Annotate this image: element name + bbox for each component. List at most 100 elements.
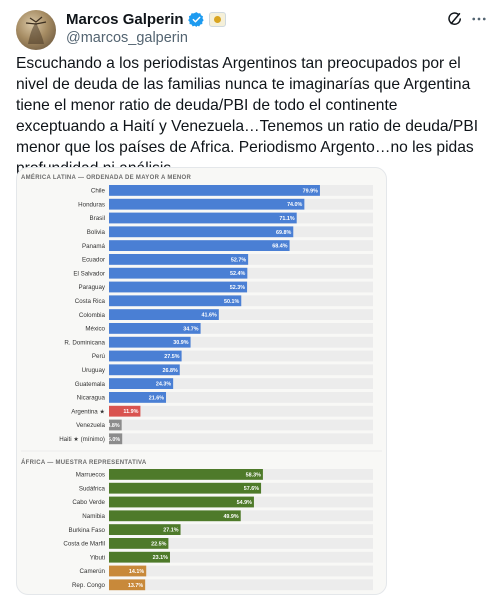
- debt-gdp-chart: AMÉRICA LATINA — ORDENADA DE MAYOR A MEN…: [21, 173, 382, 591]
- bar-africa-cabo-verde: [109, 496, 254, 508]
- category-label-latam-paraguay: Paraguay: [79, 284, 106, 291]
- value-label-latam-mexico: 34.7%: [183, 326, 198, 332]
- category-label-latam-venezuela: Venezuela: [76, 422, 105, 429]
- bar-track-latam-mexico: [109, 323, 373, 334]
- category-label-latam-bolivia: Bolivia: [87, 229, 106, 236]
- value-label-africa-yibuti: 23.1%: [153, 555, 168, 561]
- chart-title-latam: AMÉRICA LATINA — ORDENADA DE MAYOR A MEN…: [21, 173, 192, 181]
- bar-track-latam-uruguay: [109, 364, 373, 376]
- category-label-latam-colombia: Colombia: [79, 312, 106, 319]
- category-label-latam-chile: Chile: [91, 188, 106, 195]
- category-label-latam-brasil: Brasil: [90, 215, 105, 222]
- category-label-latam-haiti-minimo: Haiti ★ (mínimo): [59, 436, 105, 443]
- category-label-latam-nicaragua: Nicaragua: [77, 395, 106, 402]
- tweet-media-chart[interactable]: AMÉRICA LATINA — ORDENADA DE MAYOR A MEN…: [16, 167, 387, 595]
- category-label-latam-peru: Perú: [92, 353, 106, 360]
- value-label-africa-camerun: 14.1%: [129, 569, 144, 575]
- category-label-africa-burkina-faso: Burkina Faso: [69, 527, 106, 534]
- bar-track-latam-venezuela: [109, 419, 373, 431]
- value-label-africa-sudafrica: 57.6%: [244, 486, 259, 492]
- bar-track-latam-argentina: [109, 405, 373, 417]
- verified-badge-icon: [187, 11, 204, 27]
- bar-track-africa-namibia: [109, 510, 373, 522]
- value-label-latam-peru: 27.5%: [164, 354, 179, 360]
- bar-africa-yibuti: [109, 551, 170, 563]
- bar-track-latam-r-dominicana: [109, 336, 373, 348]
- bar-latam-r-dominicana: [109, 336, 191, 348]
- bar-latam-argentina: [109, 405, 141, 417]
- bar-latam-chile: [109, 185, 320, 196]
- value-label-latam-panama: 68.4%: [272, 244, 287, 250]
- bar-latam-panama: [109, 240, 290, 251]
- bar-latam-ecuador: [109, 254, 249, 265]
- bar-latam-peru: [109, 350, 182, 362]
- bar-track-latam-haiti-minimo: [109, 433, 373, 445]
- category-label-latam-costa-rica: Costa Rica: [75, 298, 106, 305]
- bar-africa-marruecos: [109, 469, 263, 480]
- value-label-latam-paraguay: 52.3%: [230, 285, 245, 291]
- bar-latam-colombia: [109, 309, 219, 320]
- bar-latam-mexico: [109, 323, 201, 334]
- author-row: Marcos Galperin: [66, 9, 226, 29]
- value-label-latam-colombia: 41.6%: [202, 313, 217, 319]
- category-label-latam-guatemala: Guatemala: [75, 381, 106, 388]
- bar-track-latam-colombia: [109, 309, 373, 320]
- category-label-latam-panama: Panamá: [82, 243, 106, 250]
- category-label-latam-mexico: México: [85, 326, 105, 333]
- value-label-latam-nicaragua: 21.6%: [149, 395, 164, 401]
- flag-badge-icon: [208, 11, 226, 27]
- bar-latam-haiti-minimo: [109, 433, 123, 445]
- bar-africa-camerun: [109, 565, 147, 577]
- category-label-latam-r-dominicana: R. Dominicana: [64, 339, 105, 346]
- grok-icon[interactable]: [446, 10, 464, 28]
- value-label-latam-costa-rica: 50.1%: [224, 299, 239, 305]
- value-label-latam-honduras: 74.0%: [287, 202, 302, 208]
- bar-latam-nicaragua: [109, 392, 167, 403]
- value-label-africa-cabo-verde: 54.9%: [237, 500, 252, 506]
- category-label-africa-sudafrica: Sudáfrica: [79, 485, 106, 492]
- bar-latam-costa-rica: [109, 295, 242, 307]
- bar-latam-uruguay: [109, 364, 180, 376]
- bar-latam-el-salvador: [109, 267, 248, 279]
- author-name[interactable]: Marcos Galperin: [66, 10, 184, 28]
- value-label-latam-chile: 79.9%: [303, 188, 318, 194]
- value-label-latam-haiti-minimo: 5.0%: [108, 437, 120, 443]
- bar-track-africa-yibuti: [109, 551, 373, 563]
- value-label-africa-namibia: 49.9%: [223, 514, 238, 520]
- bar-africa-rep-congo: [109, 579, 146, 591]
- value-label-latam-argentina: 11.9%: [123, 409, 138, 415]
- value-label-africa-marruecos: 58.3%: [246, 472, 261, 478]
- value-label-africa-rep-congo: 13.7%: [128, 583, 143, 589]
- category-label-latam-ecuador: Ecuador: [82, 257, 105, 264]
- bar-latam-brasil: [109, 212, 297, 224]
- bar-latam-bolivia: [109, 226, 294, 238]
- category-label-africa-rep-congo: Rep. Congo: [72, 582, 106, 589]
- author-handle[interactable]: @marcos_galperin: [66, 30, 188, 46]
- bar-track-latam-nicaragua: [109, 392, 373, 403]
- bar-africa-namibia: [109, 510, 241, 522]
- value-label-latam-ecuador: 52.7%: [231, 257, 246, 263]
- bar-track-africa-costa-de-marfil: [109, 538, 373, 549]
- category-label-latam-el-salvador: El Salvador: [73, 270, 105, 277]
- category-label-latam-argentina: Argentina ★: [71, 408, 105, 415]
- avatar[interactable]: [16, 10, 56, 50]
- value-label-latam-el-salvador: 52.4%: [230, 271, 245, 277]
- category-label-africa-cabo-verde: Cabo Verde: [72, 499, 105, 506]
- more-icon[interactable]: [470, 10, 488, 28]
- bar-track-latam-guatemala: [109, 378, 373, 389]
- value-label-africa-costa-de-marfil: 22.5%: [151, 541, 166, 547]
- value-label-latam-uruguay: 26.8%: [162, 368, 177, 374]
- value-label-latam-guatemala: 24.3%: [156, 382, 171, 388]
- chart-title-africa: ÁFRICA — MUESTRA REPRESENTATIVA: [21, 459, 147, 466]
- bar-track-latam-peru: [109, 350, 373, 362]
- value-label-latam-bolivia: 69.8%: [276, 230, 291, 236]
- bar-africa-costa-de-marfil: [109, 538, 169, 549]
- category-label-latam-honduras: Honduras: [78, 201, 105, 208]
- category-label-africa-costa-de-marfil: Costa de Marfil: [63, 541, 105, 548]
- tweet-text: Escuchando a los periodistas Argentinos …: [16, 55, 479, 177]
- bar-africa-burkina-faso: [109, 524, 181, 535]
- value-label-latam-brasil: 71.1%: [279, 216, 294, 222]
- bar-track-africa-camerun: [109, 565, 373, 577]
- bar-latam-honduras: [109, 198, 305, 210]
- category-label-latam-uruguay: Uruguay: [82, 367, 106, 374]
